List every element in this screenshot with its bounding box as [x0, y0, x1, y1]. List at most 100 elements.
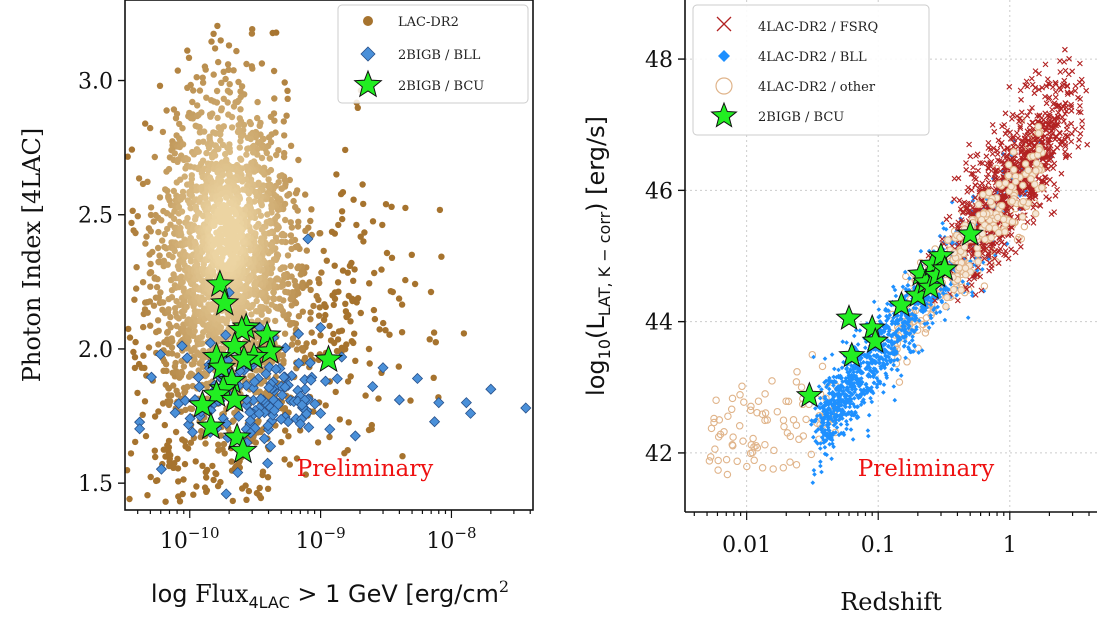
fsrq-point	[1016, 118, 1022, 125]
bcu-star	[222, 422, 252, 451]
lac-dr2-point	[297, 283, 304, 290]
lac-dr2-point	[338, 344, 345, 351]
lac-dr2-point	[128, 219, 135, 227]
other-point	[782, 397, 790, 405]
other-point	[739, 437, 747, 445]
lac-dr2-point	[294, 223, 302, 230]
fsrq-point	[1061, 77, 1068, 84]
fsrq-point	[1072, 126, 1078, 133]
fsrq-point	[1077, 60, 1083, 67]
bll-point	[916, 350, 921, 355]
bll-point	[272, 398, 284, 411]
lac-dr2-point	[189, 98, 196, 106]
left-plot-frame	[124, 0, 534, 511]
lac-dr2-point	[225, 111, 232, 118]
bll-point	[871, 368, 876, 374]
other-point	[715, 416, 724, 424]
lac-dr2-point	[134, 213, 141, 220]
bll-point	[232, 466, 244, 479]
bll-point	[920, 309, 926, 315]
bll-point	[883, 308, 888, 313]
bll-point	[868, 395, 873, 401]
bll-point	[263, 382, 275, 394]
lac-dr2-point	[371, 269, 378, 277]
fsrq-point	[1058, 170, 1065, 177]
lac-dr2-point	[285, 280, 292, 287]
bll-point	[828, 416, 834, 422]
bll-point	[899, 328, 904, 333]
other-point	[797, 383, 806, 391]
lac-dr2-point	[222, 150, 229, 158]
lac-dr2-point	[347, 318, 354, 325]
lac-dr2-point	[133, 285, 140, 292]
bll-point	[831, 408, 837, 414]
lac-dr2-point	[169, 253, 176, 261]
bll-point	[179, 394, 191, 407]
lac-dr2-point	[353, 221, 360, 229]
fsrq-point	[1032, 68, 1039, 74]
lac-dr2-point	[161, 421, 168, 429]
bll-point	[891, 362, 896, 368]
bcu-star	[205, 269, 235, 298]
left-legend-box	[337, 4, 529, 104]
lac-dr2-point	[116, 409, 122, 415]
other-point	[716, 430, 725, 439]
bll-point	[903, 286, 909, 292]
lac-dr2-point	[164, 187, 171, 194]
lac-dr2-point	[287, 219, 294, 226]
bll-point	[940, 290, 946, 296]
bll-point	[367, 380, 379, 393]
lac-dr2-point	[215, 145, 222, 153]
left-preliminary-annotation: Preliminary	[297, 456, 433, 482]
lac-dr2-point	[219, 171, 227, 179]
lac-dr2-point	[236, 144, 243, 151]
lac-dr2-point	[229, 497, 236, 505]
bll-point	[831, 422, 837, 428]
bll-point	[305, 374, 317, 386]
lac-dr2-point	[184, 47, 191, 54]
lac-dr2-point	[342, 308, 350, 315]
other-point	[761, 416, 769, 425]
lac-dr2-point	[178, 208, 186, 215]
bll-point	[831, 379, 836, 385]
bll-point	[841, 359, 846, 365]
lac-dr2-point	[365, 426, 373, 434]
bll-point	[887, 358, 892, 363]
lac-dr2-point	[310, 302, 317, 310]
bll-point	[974, 222, 980, 228]
bll-point	[818, 459, 823, 464]
bll-point	[833, 430, 838, 435]
bll-point	[907, 331, 913, 336]
other-point	[799, 432, 808, 440]
lac-dr2-point	[399, 453, 406, 460]
lac-dr2-point	[348, 338, 355, 345]
fsrq-point	[968, 170, 975, 177]
lac-dr2-point	[155, 327, 162, 334]
lac-dr2-point	[184, 156, 192, 163]
lac-dr2-point	[179, 193, 187, 201]
lac-dr2-point	[310, 338, 318, 346]
lac-dr2-point	[111, 379, 117, 385]
bll-point	[906, 317, 911, 323]
lac-dr2-point	[200, 296, 208, 303]
lac-dr2-point	[395, 363, 402, 370]
other-point	[753, 408, 761, 417]
lac-dr2-point	[288, 245, 295, 253]
lac-dr2-point	[134, 389, 141, 397]
other-point	[792, 378, 801, 386]
lac-dr2-point	[187, 439, 195, 446]
bll-point	[900, 323, 905, 329]
lac-dr2-point	[162, 498, 169, 505]
lac-dr2-point	[147, 211, 155, 219]
lac-dr2-point	[341, 450, 348, 457]
bll-point	[853, 327, 859, 333]
lac-dr2-point	[249, 149, 257, 156]
bll-point	[830, 397, 835, 402]
bll-point	[176, 340, 188, 352]
bll-point	[302, 233, 314, 245]
bll-point	[861, 359, 866, 365]
bll-point	[296, 399, 308, 411]
bll-point	[914, 324, 919, 330]
lac-dr2-point	[351, 330, 358, 337]
other-point	[722, 455, 731, 464]
